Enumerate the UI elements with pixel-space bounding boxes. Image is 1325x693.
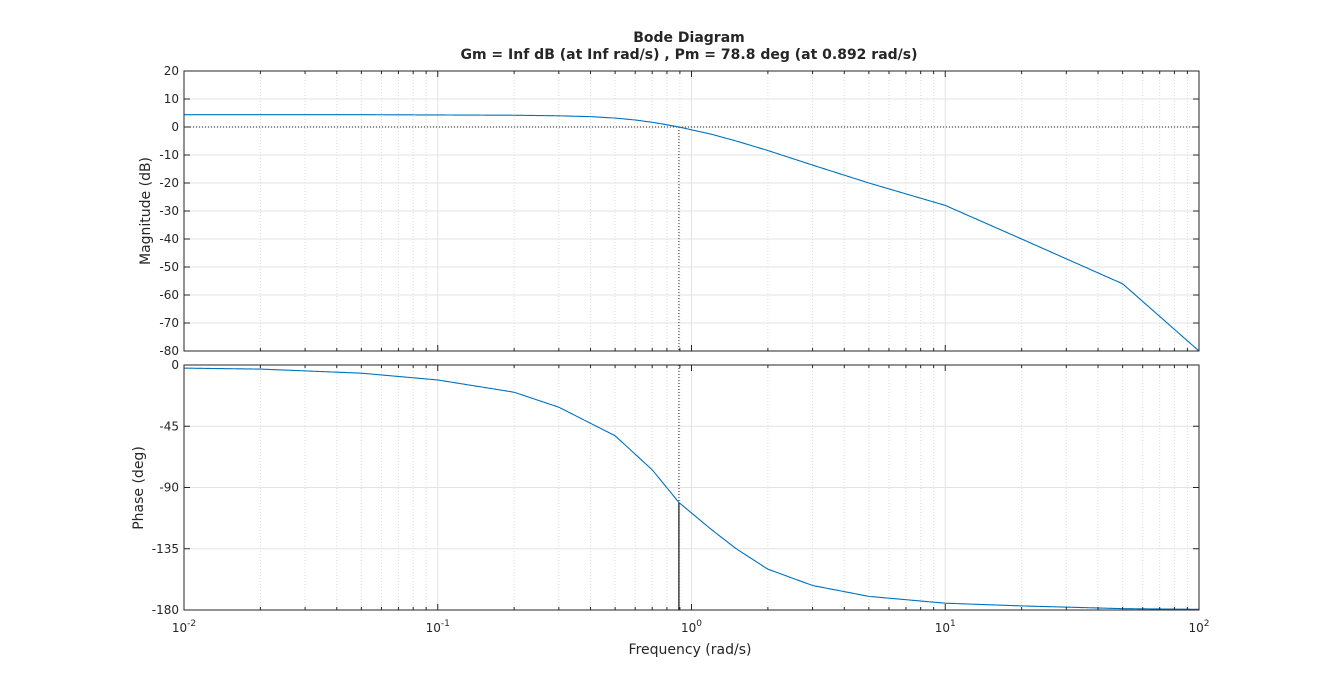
phase-curve	[183, 367, 1200, 610]
x-tick-label: 102	[1188, 619, 1209, 635]
phase-y-tick-label: 0	[171, 358, 179, 372]
x-tick-label: 101	[935, 619, 956, 635]
axes-layer: 20100-10-20-30-40-50-60-70-800-45-90-135…	[152, 64, 1210, 635]
magnitude-y-tick-label: -20	[159, 176, 179, 190]
magnitude-y-tick-label: -80	[159, 344, 179, 358]
magnitude-curve	[184, 114, 1200, 352]
magnitude-y-tick-label: -50	[159, 260, 179, 274]
magnitude-y-tick-label: -60	[159, 288, 179, 302]
x-tick-label: 10-2	[172, 619, 196, 635]
magnitude-y-tick-label: 10	[164, 92, 179, 106]
chart-subtitle: Gm = Inf dB (at Inf rad/s) , Pm = 78.8 d…	[460, 47, 917, 63]
curves	[183, 114, 1200, 610]
magnitude-y-tick-label: -70	[159, 316, 179, 330]
magnitude-y-tick-label: -40	[159, 232, 179, 246]
x-tick-label: 100	[681, 619, 702, 635]
x-axis-label: Frequency (rad/s)	[629, 642, 752, 658]
magnitude-y-tick-label: 20	[164, 64, 179, 78]
phase-y-tick-label: -90	[159, 481, 179, 495]
magnitude-y-axis-label: Magnitude (dB)	[138, 157, 154, 265]
chart-title: Bode Diagram	[633, 30, 745, 46]
x-tick-label: 10-1	[426, 619, 450, 635]
magnitude-y-tick-label: -30	[159, 204, 179, 218]
magnitude-y-tick-label: -10	[159, 148, 179, 162]
phase-y-tick-label: -135	[152, 542, 179, 556]
phase-y-tick-label: -180	[152, 603, 179, 617]
phase-y-axis-label: Phase (deg)	[131, 446, 147, 530]
magnitude-y-tick-label: 0	[171, 120, 179, 134]
phase-y-tick-label: -45	[159, 419, 179, 433]
